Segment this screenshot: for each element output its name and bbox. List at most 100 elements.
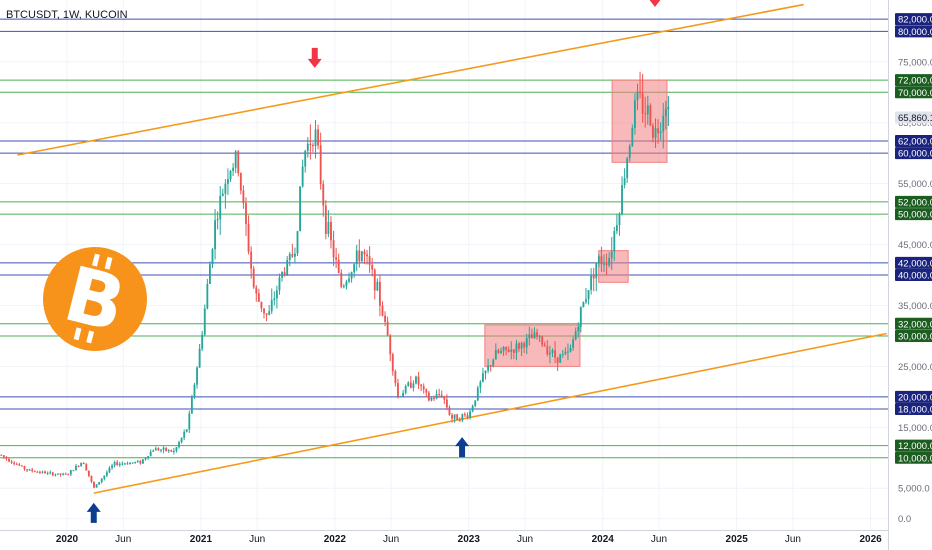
candle-body — [482, 373, 484, 382]
candle-body — [10, 461, 13, 463]
candle-body — [355, 250, 358, 265]
candle-body — [147, 456, 150, 459]
level-tag — [895, 195, 932, 208]
candle-body — [278, 277, 281, 291]
level-tag — [895, 329, 932, 342]
candle-body — [510, 349, 513, 352]
level-tag-label: 30,000.0 — [898, 331, 932, 342]
candle-body — [471, 405, 474, 412]
price-axis[interactable]: 82,000.080,000.0 72,000.070,000.0 62,000.0… — [888, 0, 932, 550]
candle-body — [533, 332, 536, 339]
level-tag — [895, 86, 932, 99]
candle-body — [554, 350, 556, 358]
candle-body — [188, 413, 191, 430]
candle-body — [631, 127, 634, 147]
candle-body — [626, 158, 629, 179]
candle-body — [469, 411, 471, 418]
candle-body — [165, 447, 168, 451]
candle-body — [142, 459, 144, 464]
candle-body — [190, 396, 193, 414]
annotation-arrows — [86, 0, 661, 523]
x-tick-label: Jun — [249, 534, 265, 545]
level-tag — [895, 317, 932, 330]
candle-body — [518, 343, 520, 349]
trendlines — [17, 3, 887, 494]
candle-body — [536, 332, 538, 337]
candle-body — [15, 463, 18, 465]
level-tag — [895, 74, 932, 87]
candle-body — [250, 251, 253, 269]
candle-body — [487, 365, 490, 371]
candle-body — [458, 419, 461, 421]
candle-body — [479, 381, 482, 388]
candle-body — [657, 128, 660, 134]
candle-body — [144, 458, 147, 460]
candle-body — [183, 431, 186, 438]
candle-body — [430, 397, 433, 401]
candle-body — [322, 184, 325, 206]
candle-body — [603, 263, 605, 265]
candle-body — [466, 415, 469, 418]
level-tag — [895, 256, 932, 269]
candle-body — [185, 429, 188, 432]
arrow-up-icon — [86, 502, 101, 523]
candle-body — [160, 449, 162, 451]
candle-body — [556, 357, 559, 363]
candle-body — [49, 472, 52, 474]
candle-body — [348, 278, 350, 282]
candle-body — [438, 394, 441, 396]
candle-body — [384, 315, 386, 322]
level-tag — [895, 147, 932, 160]
candle-body — [314, 129, 317, 147]
candle-body — [296, 231, 299, 254]
level-tag-label: 80,000.0 — [898, 27, 932, 38]
candle-body — [574, 331, 577, 340]
time-axis[interactable]: 2020 Jun 2021 Jun 2022 Jun 2023 Jun 2024 Jun 2025 J… — [0, 530, 888, 546]
candle-body — [489, 365, 492, 367]
candle-body — [461, 414, 464, 421]
candle-body — [288, 254, 291, 260]
candle-body — [391, 354, 394, 372]
candle-body — [587, 290, 590, 300]
candle-body — [36, 471, 39, 473]
candle-body — [440, 395, 443, 397]
candle-body — [497, 350, 500, 353]
candle-body — [569, 347, 572, 352]
candle-body — [224, 183, 227, 194]
candle-body — [103, 475, 106, 479]
level-tag — [895, 439, 932, 452]
candle-body — [451, 414, 453, 419]
candle-body — [252, 268, 255, 288]
arrow-up-icon — [455, 437, 470, 458]
candle-body — [108, 467, 111, 473]
candle-body — [31, 469, 34, 472]
candle-body — [237, 151, 240, 174]
candle-body — [330, 221, 332, 241]
candle-body — [105, 472, 108, 476]
candle-body — [443, 396, 446, 400]
x-tick-label: 2023 — [458, 534, 481, 545]
candle-body — [448, 407, 451, 415]
trendline-upper — [17, 3, 804, 156]
candle-body — [605, 263, 608, 266]
candle-body — [505, 346, 508, 350]
candle-body — [340, 272, 343, 287]
candle-body — [64, 473, 67, 475]
candle-body — [590, 274, 593, 291]
level-tag — [895, 25, 932, 38]
candle-body — [20, 465, 23, 467]
candle-body — [543, 344, 546, 347]
candle-body — [546, 346, 549, 355]
candle-body — [407, 382, 410, 386]
level-tag — [895, 451, 932, 464]
x-tick-label: 2024 — [592, 534, 615, 545]
symbol-label: BTCUSDT, 1W, KUCOIN — [6, 9, 128, 21]
candle-body — [502, 346, 505, 352]
candle-body — [420, 384, 423, 387]
x-tick-label: 2022 — [324, 534, 347, 545]
candle-body — [201, 334, 204, 349]
x-tick-label: Jun — [651, 534, 667, 545]
level-tag-label: 50,000.0 — [898, 210, 932, 221]
candle-body — [618, 214, 621, 226]
